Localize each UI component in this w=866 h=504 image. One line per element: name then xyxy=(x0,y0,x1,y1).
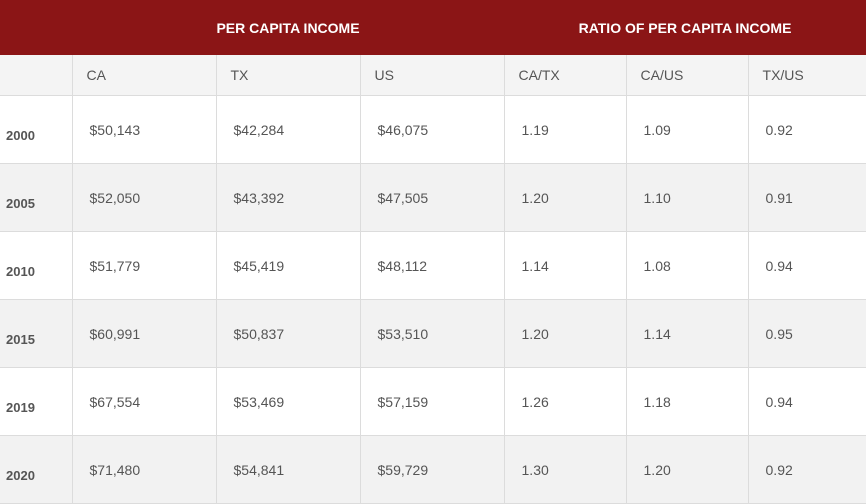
ca-income-cell: $60,991 xyxy=(72,299,217,368)
year-cell: 2020 xyxy=(0,435,73,504)
ca-tx-ratio-cell: 1.14 xyxy=(504,231,627,300)
year-cell: 2015 xyxy=(0,299,73,368)
ca-income-cell: $50,143 xyxy=(72,95,217,164)
ca-tx-ratio-cell: 1.30 xyxy=(504,435,627,504)
column-header-tx-us: TX/US xyxy=(748,55,866,96)
tx-us-ratio-cell: 0.92 xyxy=(748,95,866,164)
tx-us-ratio-cell: 0.94 xyxy=(748,231,866,300)
us-income-cell: $48,112 xyxy=(360,231,505,300)
ca-tx-ratio-cell: 1.20 xyxy=(504,163,627,232)
ca-tx-ratio-cell: 1.19 xyxy=(504,95,627,164)
table-row: 2019 $67,554 $53,469 $57,159 1.26 1.18 0… xyxy=(0,367,866,436)
ca-income-cell: $51,779 xyxy=(72,231,217,300)
column-header-us: US xyxy=(360,55,505,96)
us-income-cell: $47,505 xyxy=(360,163,505,232)
table-row: 2005 $52,050 $43,392 $47,505 1.20 1.10 0… xyxy=(0,163,866,232)
table-row: 2020 $71,480 $54,841 $59,729 1.30 1.20 0… xyxy=(0,435,866,504)
us-income-cell: $53,510 xyxy=(360,299,505,368)
ca-us-ratio-cell: 1.08 xyxy=(626,231,749,300)
tx-us-ratio-cell: 0.94 xyxy=(748,367,866,436)
year-cell: 2000 xyxy=(0,95,73,164)
group-header-income: PER CAPITA INCOME xyxy=(72,0,505,55)
group-header-row: PER CAPITA INCOME RATIO OF PER CAPITA IN… xyxy=(0,0,866,55)
ca-tx-ratio-cell: 1.20 xyxy=(504,299,627,368)
table-row: 2010 $51,779 $45,419 $48,112 1.14 1.08 0… xyxy=(0,231,866,300)
ca-us-ratio-cell: 1.09 xyxy=(626,95,749,164)
tx-income-cell: $45,419 xyxy=(216,231,361,300)
ca-us-ratio-cell: 1.14 xyxy=(626,299,749,368)
column-header-tx: TX xyxy=(216,55,361,96)
tx-us-ratio-cell: 0.91 xyxy=(748,163,866,232)
us-income-cell: $46,075 xyxy=(360,95,505,164)
year-cell: 2010 xyxy=(0,231,73,300)
column-header-year xyxy=(0,55,73,96)
ca-income-cell: $71,480 xyxy=(72,435,217,504)
ca-income-cell: $67,554 xyxy=(72,367,217,436)
column-header-row: CA TX US CA/TX CA/US TX/US xyxy=(0,55,866,96)
ca-us-ratio-cell: 1.20 xyxy=(626,435,749,504)
us-income-cell: $59,729 xyxy=(360,435,505,504)
column-header-ca-us: CA/US xyxy=(626,55,749,96)
table-row: 2015 $60,991 $50,837 $53,510 1.20 1.14 0… xyxy=(0,299,866,368)
tx-income-cell: $53,469 xyxy=(216,367,361,436)
column-header-ca: CA xyxy=(72,55,217,96)
tx-income-cell: $43,392 xyxy=(216,163,361,232)
table-row: 2000 $50,143 $42,284 $46,075 1.19 1.09 0… xyxy=(0,95,866,164)
tx-us-ratio-cell: 0.95 xyxy=(748,299,866,368)
group-header-ratio: RATIO OF PER CAPITA INCOME xyxy=(504,0,866,55)
ca-us-ratio-cell: 1.18 xyxy=(626,367,749,436)
tx-us-ratio-cell: 0.92 xyxy=(748,435,866,504)
tx-income-cell: $54,841 xyxy=(216,435,361,504)
tx-income-cell: $50,837 xyxy=(216,299,361,368)
ca-income-cell: $52,050 xyxy=(72,163,217,232)
year-cell: 2005 xyxy=(0,163,73,232)
ca-us-ratio-cell: 1.10 xyxy=(626,163,749,232)
tx-income-cell: $42,284 xyxy=(216,95,361,164)
column-header-ca-tx: CA/TX xyxy=(504,55,627,96)
year-cell: 2019 xyxy=(0,367,73,436)
group-header-blank xyxy=(0,0,72,55)
ca-tx-ratio-cell: 1.26 xyxy=(504,367,627,436)
us-income-cell: $57,159 xyxy=(360,367,505,436)
